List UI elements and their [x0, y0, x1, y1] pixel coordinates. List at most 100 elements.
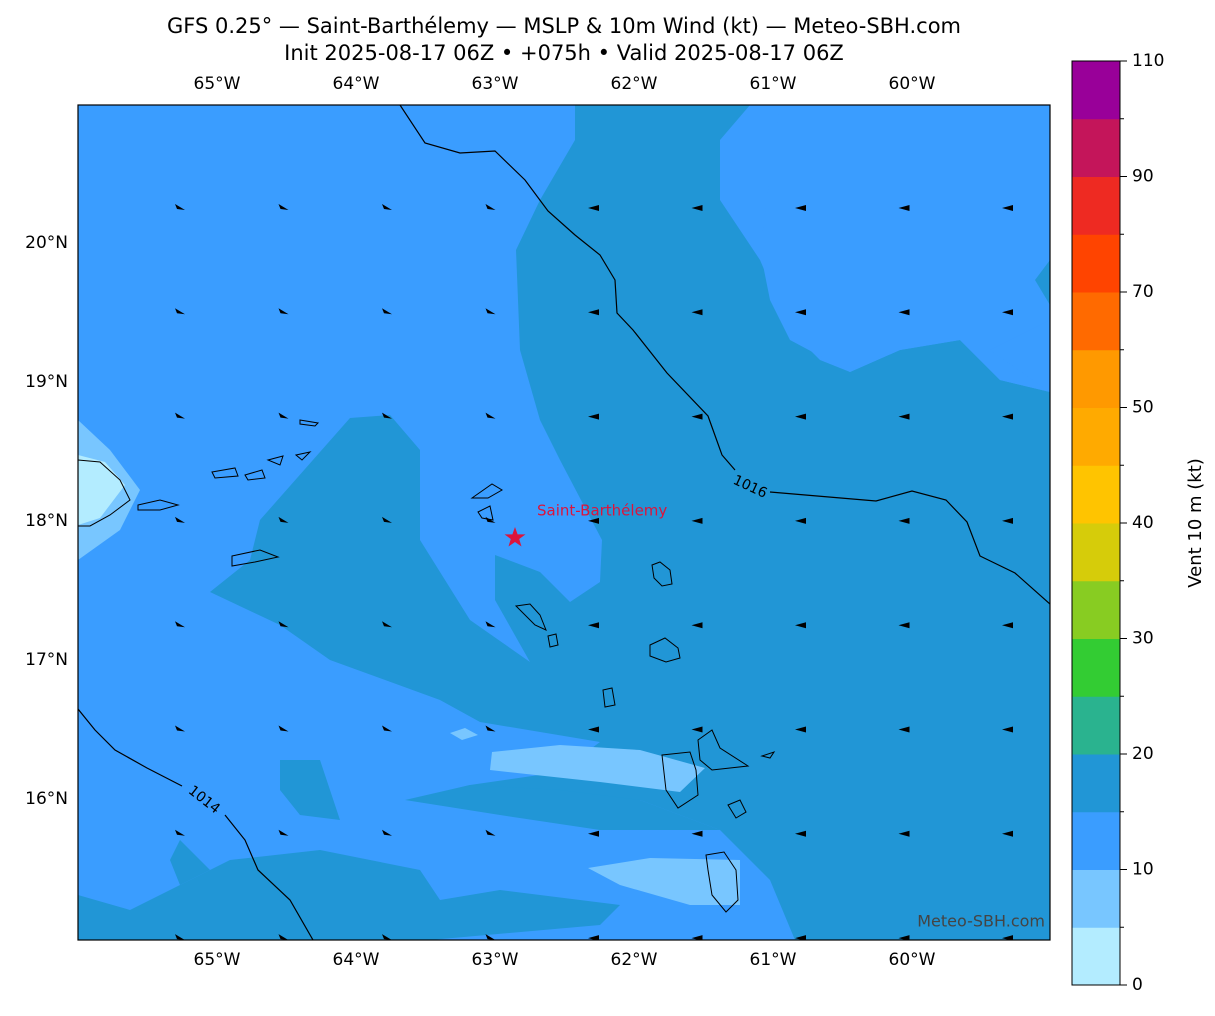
colorbar-band: [1072, 811, 1120, 870]
wind-arrow: [795, 830, 806, 837]
colorbar-band: [1072, 407, 1120, 466]
wind-arrow: [278, 516, 289, 523]
lat-label: 19°N: [25, 372, 68, 392]
colorbar: 0 10 20 30 40 50 70 90 110: [1071, 51, 1164, 995]
colorbar-band: [1072, 869, 1120, 928]
wind-field: [450, 728, 478, 740]
wind-field: [78, 455, 125, 525]
wind-arrow: [691, 309, 703, 316]
colorbar-tick-label: 10: [1132, 860, 1154, 880]
colorbar-band: [1072, 118, 1120, 177]
lat-label: 16°N: [25, 789, 68, 809]
wind-arrow: [382, 621, 392, 628]
wind-arrow: [175, 204, 185, 210]
lon-label: 65°W: [194, 74, 241, 94]
wind-arrow: [1002, 726, 1013, 733]
wind-arrow: [382, 412, 392, 419]
colorbar-tick-label: 110: [1132, 51, 1164, 71]
wind-field: [1035, 260, 1050, 305]
wind-arrow: [898, 517, 910, 524]
wind-field: [588, 858, 740, 905]
wind-arrow: [898, 413, 910, 420]
lon-label: 60°W: [889, 950, 936, 970]
wind-field: [405, 785, 720, 830]
lon-label: 61°W: [750, 950, 797, 970]
place-marker: [504, 527, 526, 547]
lat-label: 20°N: [25, 233, 68, 253]
wind-arrow: [588, 309, 599, 316]
wind-arrow: [485, 204, 496, 210]
wind-arrow: [175, 934, 185, 940]
wind-arrow: [795, 309, 806, 316]
colorbar-band: [1072, 638, 1120, 697]
colorbar-band: [1072, 292, 1120, 351]
wind-arrow: [691, 830, 703, 837]
coastlines: [78, 419, 776, 913]
watermark: Meteo-SBH.com: [917, 912, 1045, 931]
wind-field: [280, 760, 340, 820]
wind-arrow: [898, 830, 910, 837]
wind-arrow: [175, 412, 185, 419]
wind-arrow: [1002, 413, 1013, 420]
wind-arrow: [382, 725, 392, 732]
colorbar-band: [1072, 349, 1120, 408]
colorbar-band: [1072, 696, 1120, 755]
colorbar-band: [1072, 465, 1120, 524]
wind-arrow: [485, 516, 496, 523]
wind-arrow: [588, 935, 599, 940]
wind-field: [210, 105, 1050, 940]
wind-arrow: [795, 517, 806, 524]
wind-arrow: [898, 205, 910, 211]
colorbar-tick-label: 30: [1132, 629, 1154, 649]
colorbar-band: [1072, 523, 1120, 582]
wind-arrow: [588, 413, 599, 420]
wind-arrow: [691, 726, 703, 733]
lon-label: 62°W: [611, 950, 658, 970]
colorbar-tick-label: 40: [1132, 513, 1154, 533]
wind-arrow: [278, 412, 289, 419]
isobars: [78, 105, 1050, 940]
wind-field: [78, 850, 620, 940]
colorbar-band: [1072, 580, 1120, 639]
wind-arrow: [1002, 830, 1013, 837]
wind-arrow: [175, 308, 185, 315]
wind-arrow: [691, 517, 703, 524]
wind-arrow: [382, 829, 392, 836]
wind-field: [760, 105, 1050, 392]
wind-arrow: [1002, 935, 1013, 940]
wind-arrow: [1002, 205, 1013, 211]
wind-arrow: [278, 829, 289, 836]
wind-arrow: [175, 516, 185, 523]
colorbar-tick-label: 70: [1132, 282, 1154, 302]
lon-label: 63°W: [472, 74, 519, 94]
title-line: GFS 0.25° — Saint-Barthélemy — MSLP & 10…: [167, 14, 961, 38]
wind-arrow: [485, 725, 496, 732]
wind-arrow: [485, 308, 496, 315]
colorbar-tick-label: 50: [1132, 398, 1154, 418]
map: 1016 1014 Saint-Barthélemy Meteo-SBH.com: [78, 105, 1050, 940]
wind-arrow: [795, 726, 806, 733]
wind-arrow: [691, 622, 703, 629]
colorbar-band: [1072, 754, 1120, 813]
colorbar-band: [1072, 927, 1120, 986]
lon-label: 64°W: [333, 950, 380, 970]
wind-arrow: [382, 516, 392, 523]
colorbar-band: [1072, 61, 1120, 120]
wind-arrow: [588, 830, 599, 837]
place-label: Saint-Barthélemy: [537, 502, 667, 520]
colorbar-tick-label: 90: [1132, 167, 1154, 187]
wind-arrow: [485, 829, 496, 836]
wind-arrow: [898, 622, 910, 629]
lon-label: 61°W: [750, 74, 797, 94]
wind-arrow: [278, 204, 289, 210]
lon-label: 63°W: [472, 950, 519, 970]
colorbar-band: [1072, 176, 1120, 235]
lon-label: 65°W: [194, 950, 241, 970]
wind-arrow: [278, 621, 289, 628]
wind-arrow: [795, 622, 806, 629]
wind-arrow: [485, 621, 496, 628]
wind-arrow: [1002, 517, 1013, 524]
lon-label: 60°W: [889, 74, 936, 94]
wind-arrow: [898, 726, 910, 733]
